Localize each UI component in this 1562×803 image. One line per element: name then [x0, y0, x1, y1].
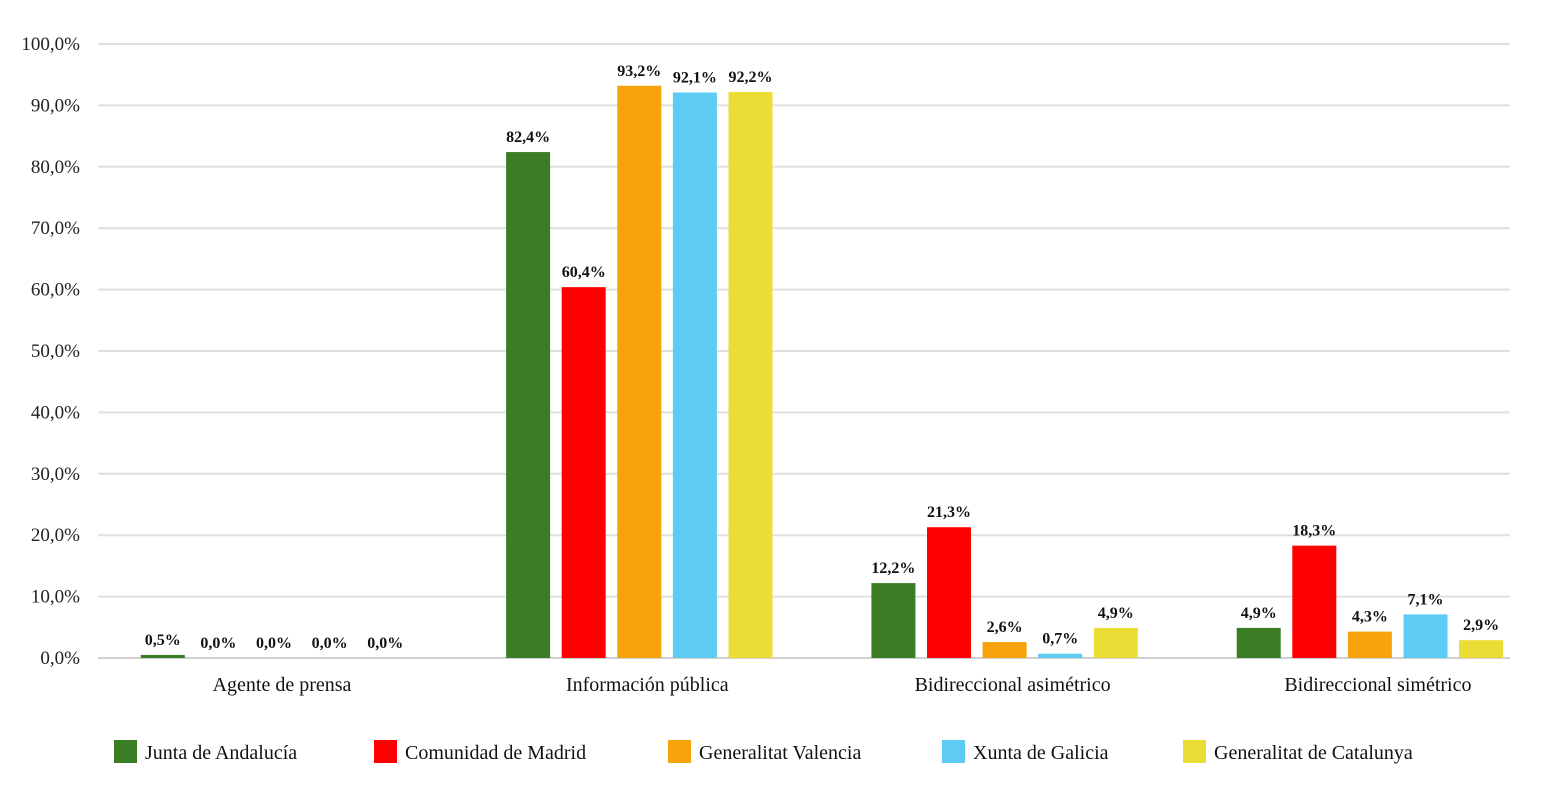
- data-label: 21,3%: [927, 504, 971, 521]
- bar: [1292, 545, 1337, 658]
- bar: [617, 85, 662, 658]
- bar: [1459, 640, 1504, 658]
- legend-label: Xunta de Galicia: [973, 742, 1109, 764]
- legend-swatch: [114, 740, 137, 763]
- data-label: 0,5%: [145, 632, 181, 649]
- bar: [728, 91, 773, 659]
- data-label: 0,0%: [200, 635, 236, 652]
- legend-label: Generalitat de Catalunya: [1214, 742, 1413, 764]
- y-tick-label: 50,0%: [31, 341, 80, 362]
- data-label: 60,4%: [562, 264, 606, 281]
- data-label: 0,7%: [1042, 631, 1078, 648]
- category-label: Bidireccional simétrico: [1284, 674, 1471, 696]
- bar: [1093, 627, 1138, 658]
- bar: [140, 654, 185, 658]
- legend-label: Junta de Andalucía: [145, 742, 297, 764]
- data-label: 0,0%: [256, 635, 292, 652]
- legend-swatch: [668, 740, 691, 763]
- category-label: Agente de prensa: [213, 674, 352, 696]
- category-label: Información pública: [566, 674, 729, 696]
- y-tick-label: 20,0%: [31, 525, 80, 546]
- legend-label: Generalitat Valencia: [699, 742, 861, 764]
- bar: [672, 92, 717, 659]
- y-tick-label: 10,0%: [31, 587, 80, 608]
- data-label: 0,0%: [367, 635, 403, 652]
- data-label: 92,1%: [673, 70, 717, 87]
- bar: [982, 642, 1027, 658]
- data-label: 4,9%: [1241, 605, 1277, 622]
- y-tick-label: 80,0%: [31, 157, 80, 178]
- bar: [927, 527, 971, 658]
- bar: [1038, 653, 1083, 658]
- y-tick-label: 90,0%: [31, 95, 80, 116]
- bar: [561, 287, 606, 658]
- y-tick-label: 70,0%: [31, 218, 80, 239]
- bar: [1403, 614, 1448, 658]
- y-tick-label: 40,0%: [31, 402, 80, 423]
- bar: [1236, 627, 1281, 658]
- data-label: 2,6%: [987, 619, 1023, 636]
- data-label: 92,2%: [729, 69, 773, 86]
- bar: [1347, 631, 1392, 658]
- data-label: 7,1%: [1408, 591, 1444, 608]
- legend-swatch: [374, 740, 397, 763]
- data-label: 4,9%: [1098, 605, 1134, 622]
- data-label: 82,4%: [506, 129, 550, 146]
- y-tick-label: 60,0%: [31, 280, 80, 301]
- data-label: 93,2%: [617, 63, 661, 80]
- data-label: 18,3%: [1292, 523, 1336, 540]
- data-label: 12,2%: [871, 560, 915, 577]
- data-label: 0,0%: [312, 635, 348, 652]
- bar: [871, 583, 916, 658]
- legend-label: Comunidad de Madrid: [405, 742, 586, 764]
- data-label: 2,9%: [1463, 617, 1499, 634]
- data-label: 4,3%: [1352, 609, 1388, 626]
- y-tick-label: 0,0%: [40, 648, 80, 669]
- y-tick-label: 100,0%: [21, 34, 80, 55]
- y-tick-label: 30,0%: [31, 464, 80, 485]
- legend-swatch: [942, 740, 965, 763]
- bar: [506, 152, 551, 658]
- legend-swatch: [1183, 740, 1206, 763]
- category-label: Bidireccional asimétrico: [915, 674, 1111, 696]
